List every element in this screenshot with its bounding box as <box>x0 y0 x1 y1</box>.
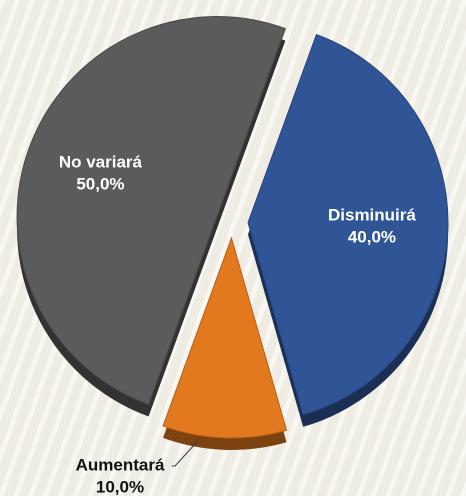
slice-value: 10,0% <box>96 477 144 496</box>
slice <box>162 236 288 439</box>
slice-label: Disminuirá <box>328 205 416 224</box>
slice <box>16 16 287 406</box>
slice-value: 50,0% <box>76 175 124 194</box>
slice-value: 40,0% <box>348 227 396 246</box>
pie: Disminuirá 40,0% Aumentará 10,0% No variará 5… <box>16 16 449 496</box>
slice-label: Aumentará <box>76 455 165 474</box>
slice <box>247 33 449 416</box>
slice-label: No variará <box>59 153 143 172</box>
leader-line <box>172 440 199 467</box>
